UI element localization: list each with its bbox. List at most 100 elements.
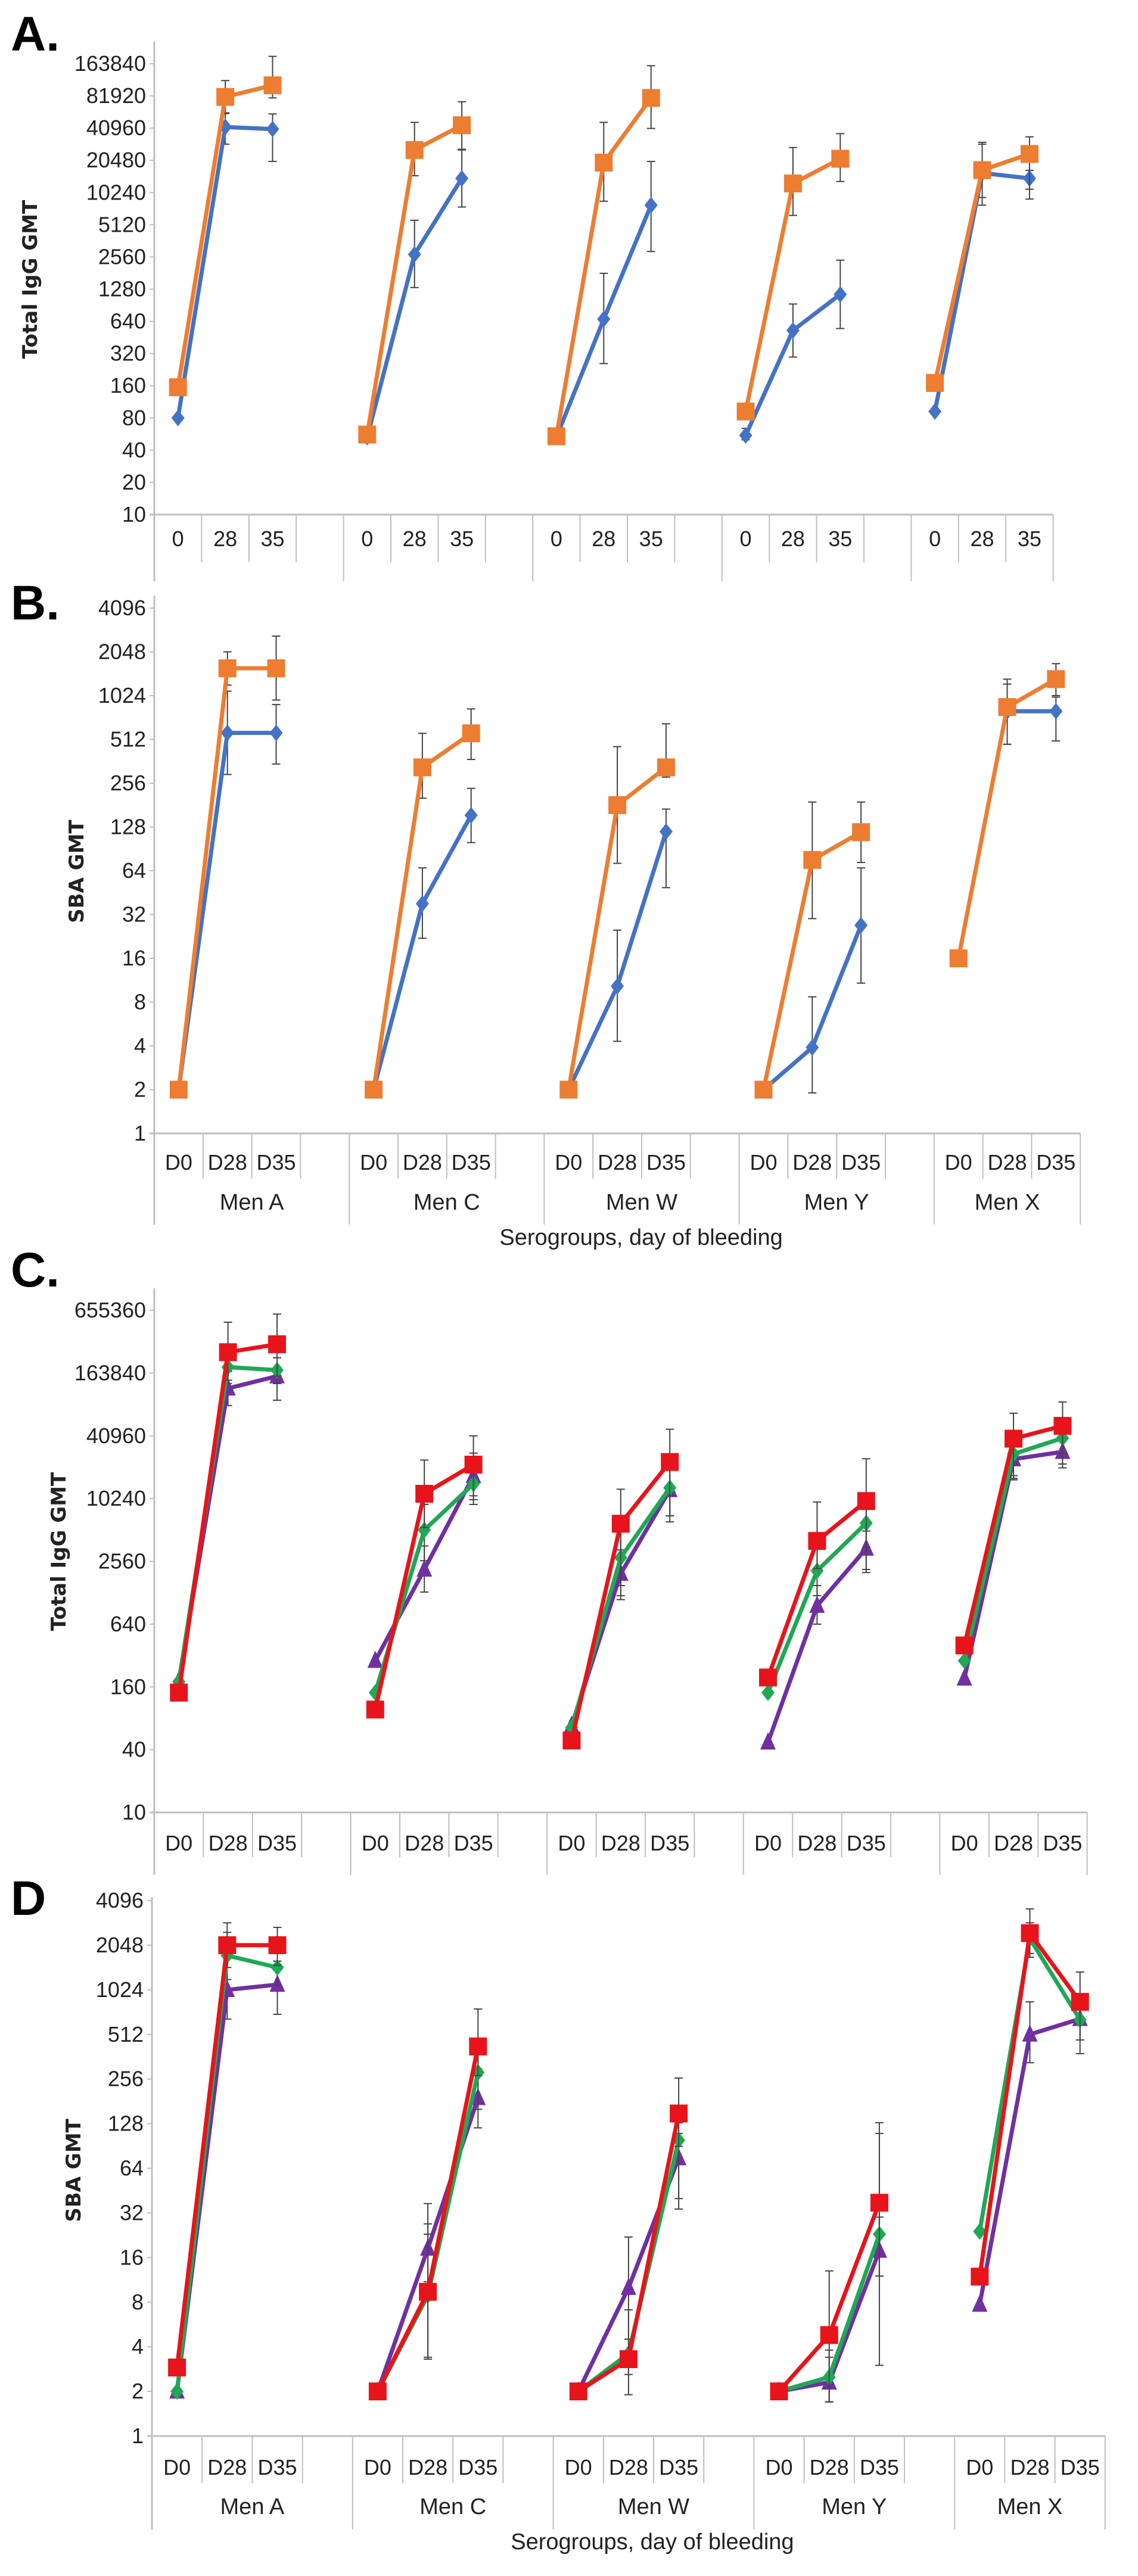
data-point-diamond — [464, 806, 478, 824]
y-tick-label: 2 — [132, 2379, 144, 2403]
x-group-label: Men W — [606, 1190, 677, 1215]
y-tick-label: 1 — [132, 2424, 144, 2448]
data-point-diamond — [739, 427, 753, 444]
x-day-label: 0 — [361, 527, 373, 551]
y-tick-label: 256 — [110, 771, 146, 795]
x-day-label: 35 — [639, 527, 663, 551]
y-tick-label: 1280 — [98, 277, 146, 301]
data-point-square — [405, 141, 424, 159]
data-point-diamond — [418, 1521, 431, 1538]
data-point-square — [657, 758, 675, 777]
data-point-triangle — [367, 1650, 383, 1668]
x-day-label: D28 — [987, 1150, 1027, 1175]
x-day-label: D0 — [565, 2455, 592, 2480]
y-tick-label: 1024 — [96, 1977, 144, 2002]
data-point-square — [218, 659, 237, 678]
y-axis-title: SBA GMT — [62, 2118, 86, 2222]
y-tick-label: 2 — [134, 1077, 146, 1102]
series-red — [170, 1313, 1072, 1750]
x-day-label: 0 — [551, 527, 562, 551]
x-day-label: D0 — [362, 1831, 389, 1855]
data-point-square — [415, 1484, 434, 1503]
y-tick-label: 163840 — [74, 1360, 146, 1385]
y-tick-label: 10240 — [86, 180, 146, 204]
x-group-label: Men W — [618, 2494, 689, 2519]
data-point-square — [419, 2282, 437, 2301]
data-point-square — [949, 949, 968, 967]
series-line — [176, 730, 276, 1090]
y-tick-label: 512 — [110, 727, 146, 752]
data-point-square — [608, 796, 627, 814]
x-day-label: D28 — [810, 2455, 849, 2480]
y-tick-label: 4096 — [98, 596, 146, 620]
x-day-label: 28 — [403, 527, 427, 551]
x-day-label: D35 — [257, 2455, 297, 2480]
y-tick-label: 1024 — [98, 683, 146, 708]
y-tick-label: 160 — [110, 1674, 146, 1699]
x-group-label: Men Y — [822, 2494, 887, 2519]
data-point-square — [611, 1515, 630, 1533]
data-point-square — [971, 2267, 989, 2286]
series-line — [962, 1450, 1063, 1679]
series-blue — [171, 112, 1036, 446]
data-point-diamond — [761, 1684, 775, 1701]
data-point-diamond — [220, 724, 234, 742]
data-point-square — [770, 2382, 788, 2401]
data-point-square — [736, 402, 755, 420]
data-point-square — [462, 724, 480, 743]
data-point-square — [216, 88, 235, 106]
y-tick-label: 10 — [122, 1800, 146, 1824]
data-point-square — [169, 1080, 188, 1099]
data-point-diamond — [854, 917, 868, 934]
y-tick-label: 20 — [122, 470, 146, 494]
series-line — [175, 1953, 278, 2392]
y-tick-label: 512 — [108, 2022, 144, 2047]
data-point-square — [808, 1532, 826, 1550]
data-point-square — [1047, 670, 1065, 689]
panel-label: D — [11, 1871, 46, 1926]
data-point-square — [820, 2326, 838, 2344]
data-point-square — [559, 1080, 578, 1099]
x-day-label: D35 — [646, 1150, 686, 1175]
data-point-square — [218, 1936, 237, 1954]
series-line — [176, 1365, 278, 1682]
x-day-label: 35 — [260, 527, 284, 551]
data-point-square — [268, 1936, 287, 1954]
series-orange — [169, 635, 1065, 1099]
x-day-label: D0 — [750, 1150, 777, 1175]
x-day-label: D0 — [163, 2455, 191, 2480]
x-axis-title: Serogroups, day of bleeding — [511, 2530, 794, 2555]
y-tick-label: 4 — [134, 1033, 146, 1058]
data-point-diamond — [266, 120, 279, 138]
y-tick-label: 2560 — [98, 244, 146, 269]
data-point-triangle — [956, 1668, 972, 1686]
series-line — [175, 1982, 278, 2392]
y-tick-label: 160 — [110, 373, 146, 398]
x-day-label: D0 — [765, 2455, 792, 2480]
x-day-label: D0 — [966, 2455, 993, 2480]
series-line — [365, 177, 464, 438]
data-point-square — [857, 1492, 875, 1510]
data-point-square — [569, 2382, 587, 2401]
series-orange — [169, 55, 1038, 446]
y-tick-label: 655360 — [74, 1298, 146, 1322]
data-point-square — [759, 1668, 777, 1687]
data-point-diamond — [644, 197, 658, 214]
data-point-diamond — [659, 823, 673, 840]
data-point-diamond — [928, 403, 942, 420]
data-point-square — [368, 2382, 387, 2401]
data-point-square — [1020, 145, 1038, 163]
y-tick-label: 40960 — [86, 1424, 146, 1448]
x-day-label: D35 — [860, 2455, 899, 2480]
x-day-label: 28 — [970, 527, 994, 551]
data-point-square — [1005, 1429, 1022, 1448]
series-red — [168, 1908, 1089, 2403]
data-point-square — [998, 698, 1016, 717]
y-tick-label: 640 — [110, 309, 146, 334]
data-point-square — [661, 1453, 679, 1471]
y-tick-label: 256 — [108, 2067, 144, 2091]
y-tick-label: 40 — [122, 1737, 146, 1762]
x-day-label: D28 — [403, 1150, 442, 1175]
x-day-label: D35 — [257, 1831, 297, 1855]
data-point-square — [453, 116, 471, 135]
